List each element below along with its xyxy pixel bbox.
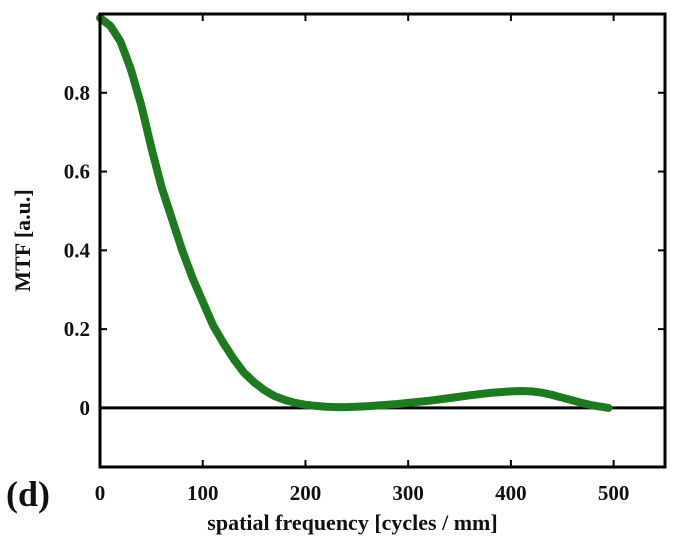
y-axis-label: MTF [a.u.] [10, 189, 35, 291]
x-tick-label: 100 [187, 481, 219, 505]
y-tick-label: 0.6 [64, 160, 90, 184]
y-tick-label: 0.4 [64, 238, 91, 262]
y-tick-label: 0.8 [64, 81, 90, 105]
y-tick-label: 0.2 [64, 317, 90, 341]
x-axis-label: spatial frequency [cycles / mm] [207, 510, 497, 535]
x-tick-label: 200 [290, 481, 322, 505]
panel-label: (d) [6, 474, 50, 514]
x-tick-label: 300 [392, 481, 424, 505]
plot-marks [96, 13, 665, 412]
plot-frame [98, 12, 667, 469]
y-tick-label: 0 [80, 396, 91, 420]
series-line [96, 13, 613, 412]
x-tick-label: 500 [598, 481, 630, 505]
axis-ticks: 0 0.2 0.4 0.6 0.8 0 100 200 300 400 500 [64, 14, 665, 505]
x-tick-label: 400 [495, 481, 527, 505]
x-tick-label: 0 [95, 481, 106, 505]
